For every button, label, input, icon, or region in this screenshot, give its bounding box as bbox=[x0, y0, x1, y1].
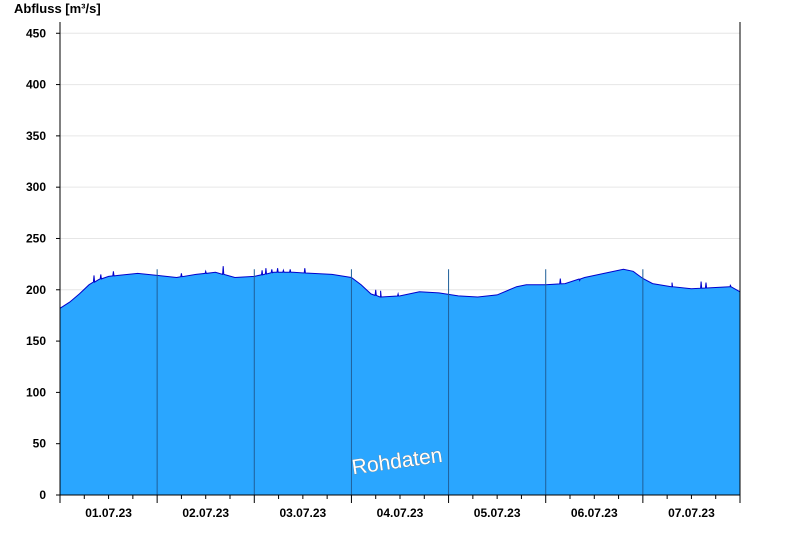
x-tick-label: 06.07.23 bbox=[571, 506, 618, 520]
discharge-area bbox=[60, 266, 740, 495]
y-tick-label: 250 bbox=[26, 231, 46, 245]
y-tick-label: 200 bbox=[26, 283, 46, 297]
discharge-line bbox=[59, 266, 741, 309]
x-tick-label: 03.07.23 bbox=[279, 506, 326, 520]
plot-area bbox=[59, 266, 741, 495]
y-tick-label: 450 bbox=[26, 26, 46, 40]
y-tick-label: 150 bbox=[26, 334, 46, 348]
y-tick-label: 50 bbox=[33, 437, 47, 451]
x-tick-label: 01.07.23 bbox=[85, 506, 132, 520]
day-separators bbox=[156, 269, 644, 495]
x-tick-label: 05.07.23 bbox=[474, 506, 521, 520]
y-tick-label: 350 bbox=[26, 129, 46, 143]
axes bbox=[56, 22, 741, 496]
x-tick-label: 04.07.23 bbox=[377, 506, 424, 520]
y-tick-label: 400 bbox=[26, 78, 46, 92]
x-tick-label: 02.07.23 bbox=[182, 506, 229, 520]
x-ticks: 01.07.23 02.07.23 03.07.23 04.07.23 05.07.23… bbox=[59, 495, 741, 520]
y-tick-label: 300 bbox=[26, 180, 46, 194]
y-ticks: 0 50 100 150 200 250 300 350 400 450 bbox=[26, 26, 60, 502]
y-tick-label: 100 bbox=[26, 385, 46, 399]
y-tick-label: 0 bbox=[39, 488, 46, 502]
y-axis-label: Abfluss [m³/s] bbox=[14, 1, 101, 16]
x-tick-label: 07.07.23 bbox=[668, 506, 715, 520]
